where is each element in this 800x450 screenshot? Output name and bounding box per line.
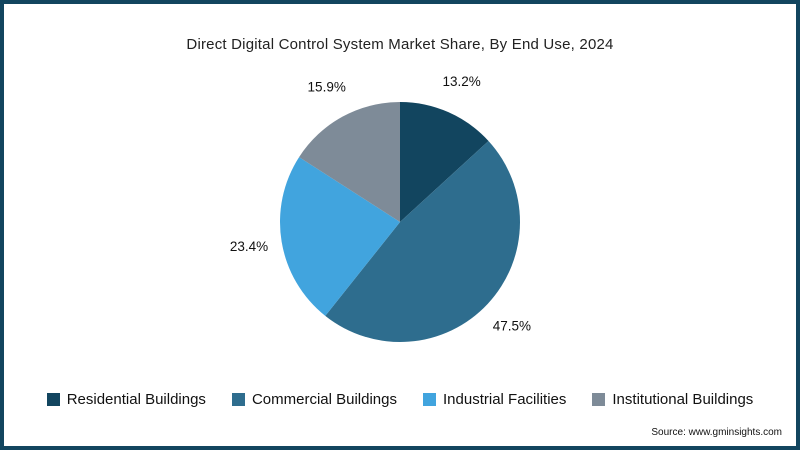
legend-item: Residential Buildings xyxy=(46,391,206,408)
legend-swatch xyxy=(46,393,60,406)
pie-slice-0 xyxy=(400,102,489,222)
slice-value-label: 15.9% xyxy=(308,80,346,95)
legend-item: Industrial Facilities xyxy=(423,391,566,408)
pie-slice-2 xyxy=(280,157,400,316)
legend-label: Institutional Buildings xyxy=(612,391,754,408)
legend: Residential Buildings Commercial Building… xyxy=(4,391,796,408)
legend-item: Commercial Buildings xyxy=(231,391,397,408)
legend-item: Institutional Buildings xyxy=(592,391,753,408)
source-attribution: Source: www.gminsights.com xyxy=(651,427,782,438)
slice-value-label: 13.2% xyxy=(442,74,480,89)
legend-label: Residential Buildings xyxy=(66,391,206,408)
legend-label: Industrial Facilities xyxy=(443,391,567,408)
pie-slice-3 xyxy=(299,102,400,222)
slice-value-label: 23.4% xyxy=(230,239,268,254)
legend-swatch xyxy=(592,393,606,406)
legend-swatch xyxy=(423,393,436,406)
legend-swatch xyxy=(231,393,245,406)
slice-value-label: 47.5% xyxy=(493,318,531,333)
chart-title: Direct Digital Control System Market Sha… xyxy=(186,36,614,53)
pie-chart: 13.2% 47.5% 23.4% 15.9% xyxy=(230,74,531,342)
legend-label: Commercial Buildings xyxy=(251,391,397,408)
pie-slice-1 xyxy=(325,140,520,342)
pie-chart-area: 13.2% 47.5% 23.4% 15.9% xyxy=(200,62,600,382)
